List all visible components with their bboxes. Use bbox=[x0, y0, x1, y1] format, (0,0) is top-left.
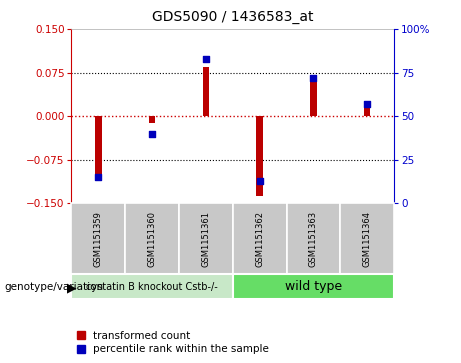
Bar bbox=[310, 79, 317, 116]
Bar bbox=[95, 116, 101, 177]
Bar bbox=[149, 116, 155, 123]
Text: ▶: ▶ bbox=[67, 281, 77, 294]
Point bbox=[202, 56, 210, 62]
Title: GDS5090 / 1436583_at: GDS5090 / 1436583_at bbox=[152, 10, 313, 24]
Text: GSM1151361: GSM1151361 bbox=[201, 211, 210, 267]
Text: GSM1151363: GSM1151363 bbox=[309, 211, 318, 267]
Bar bbox=[179, 203, 233, 274]
Point bbox=[364, 101, 371, 107]
Text: cystatin B knockout Cstb-/-: cystatin B knockout Cstb-/- bbox=[86, 282, 218, 292]
Bar bbox=[233, 274, 394, 299]
Bar bbox=[233, 203, 287, 274]
Text: GSM1151360: GSM1151360 bbox=[148, 211, 157, 267]
Point bbox=[148, 131, 156, 136]
Text: GSM1151362: GSM1151362 bbox=[255, 211, 264, 267]
Point bbox=[310, 75, 317, 81]
Bar bbox=[256, 116, 263, 196]
Bar bbox=[203, 67, 209, 116]
Text: GSM1151359: GSM1151359 bbox=[94, 211, 103, 266]
Bar bbox=[125, 203, 179, 274]
Bar bbox=[287, 203, 340, 274]
Text: GSM1151364: GSM1151364 bbox=[363, 211, 372, 267]
Bar bbox=[71, 274, 233, 299]
Legend: transformed count, percentile rank within the sample: transformed count, percentile rank withi… bbox=[77, 331, 269, 354]
Bar bbox=[71, 203, 125, 274]
Bar bbox=[364, 107, 371, 116]
Point bbox=[256, 178, 263, 184]
Bar bbox=[340, 203, 394, 274]
Text: wild type: wild type bbox=[285, 280, 342, 293]
Point bbox=[95, 174, 102, 180]
Text: genotype/variation: genotype/variation bbox=[5, 282, 104, 293]
